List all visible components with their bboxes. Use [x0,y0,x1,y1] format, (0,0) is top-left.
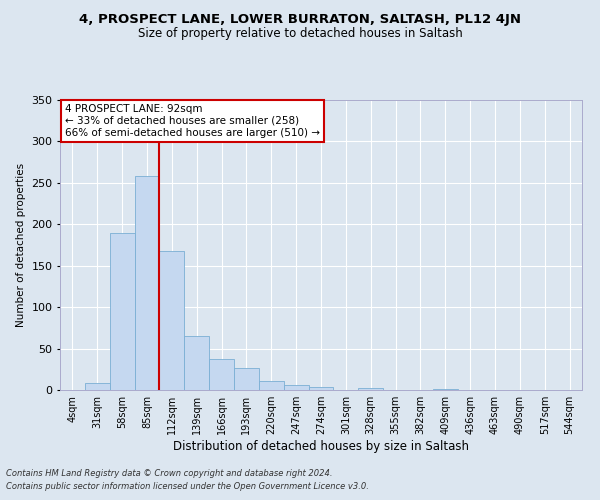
Bar [308,386,334,390]
Bar [209,360,234,390]
X-axis label: Distribution of detached houses by size in Saltash: Distribution of detached houses by size … [173,440,469,453]
Y-axis label: Number of detached properties: Number of detached properties [16,163,26,327]
Bar [234,368,259,390]
Bar [259,381,284,390]
Bar [284,385,308,390]
Text: Contains HM Land Registry data © Crown copyright and database right 2024.: Contains HM Land Registry data © Crown c… [6,468,332,477]
Text: 4 PROSPECT LANE: 92sqm
← 33% of detached houses are smaller (258)
66% of semi-de: 4 PROSPECT LANE: 92sqm ← 33% of detached… [65,104,320,138]
Bar [358,388,383,390]
Bar [110,232,134,390]
Bar [433,389,458,390]
Bar [134,176,160,390]
Text: 4, PROSPECT LANE, LOWER BURRATON, SALTASH, PL12 4JN: 4, PROSPECT LANE, LOWER BURRATON, SALTAS… [79,12,521,26]
Bar [85,384,110,390]
Text: Size of property relative to detached houses in Saltash: Size of property relative to detached ho… [137,28,463,40]
Bar [184,336,209,390]
Text: Contains public sector information licensed under the Open Government Licence v3: Contains public sector information licen… [6,482,369,491]
Bar [160,251,184,390]
